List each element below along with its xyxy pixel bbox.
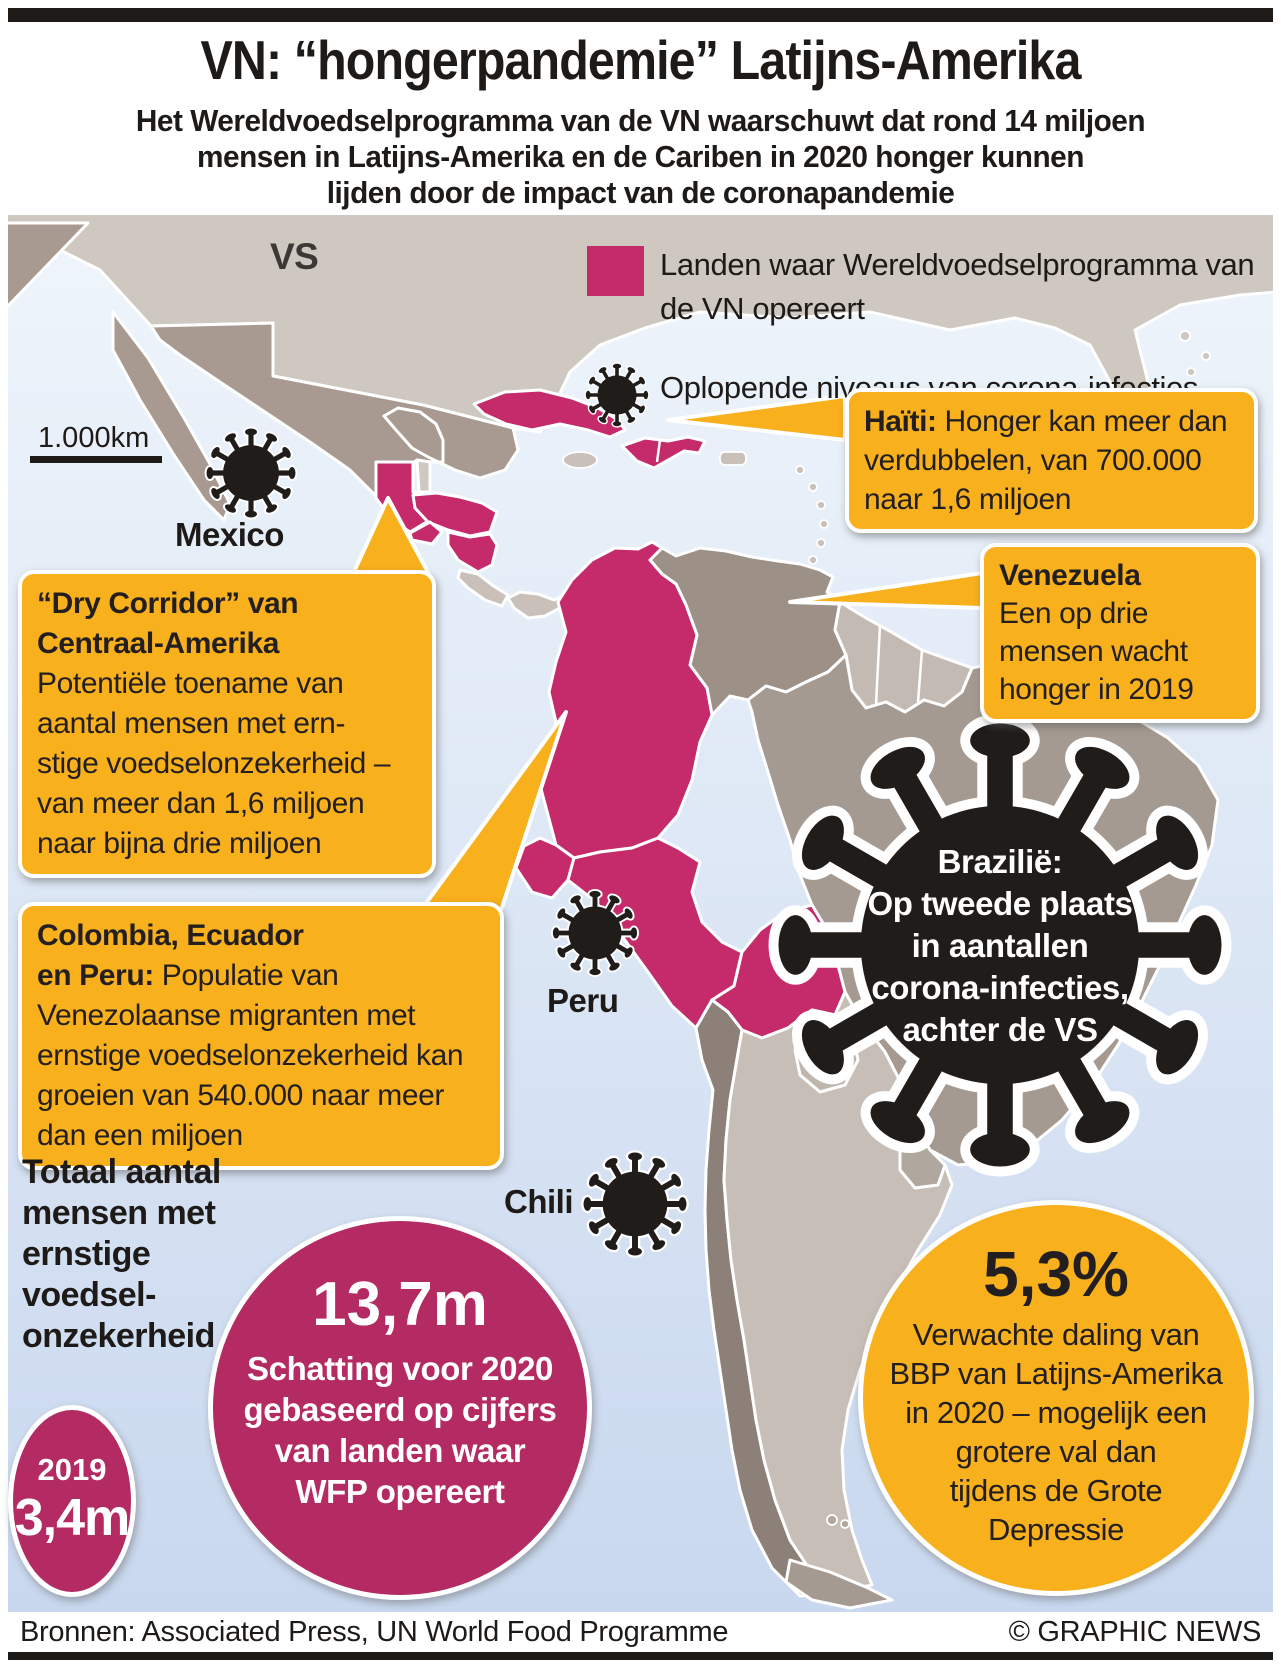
subtitle-line: lijden door de impact van de coronapande…	[326, 175, 955, 210]
country-cuba	[472, 388, 627, 439]
scale-bar	[30, 456, 162, 463]
sources-text: Bronnen: Associated Press, UN World Food…	[20, 1616, 729, 1648]
brazil-line: Op tweede plaats	[867, 885, 1133, 922]
callout-venezuela-text: Een op drie mensen wacht honger in 2019	[999, 597, 1194, 706]
stat-circle-2020: 13,7m Schatting voor 2020 gebaseerd op c…	[208, 1216, 592, 1600]
island	[1179, 330, 1191, 342]
callout-haiti-text: Honger kan meer dan verdubbelen, van 700…	[864, 405, 1228, 516]
page-title: VN: “hongerpandemie” Latijns-Amerika	[200, 29, 1081, 91]
country-honduras	[411, 491, 499, 538]
stat-circle-gdp: 5,3% Verwachte daling van BBP van Latijn…	[858, 1200, 1254, 1596]
callout-venezuela-title: Venezuela	[999, 559, 1141, 592]
island	[808, 482, 818, 492]
brazil-virus-caption: Brazilië: Op tweede plaats in aantallen …	[830, 841, 1170, 1051]
baja-peninsula	[111, 310, 232, 522]
callout-dry-title: Centraal-Amerika	[37, 627, 280, 660]
island-hispaniola	[620, 435, 707, 470]
stat-circle-2019: 2019 3,4m	[8, 1405, 136, 1597]
subtitle-line: Het Wereldvoedselprogramma van de VN waa…	[135, 103, 1146, 138]
callout-haiti: Haïti: Honger kan meer dan verdubbelen, …	[845, 388, 1258, 533]
haiti-dr-border	[655, 439, 662, 463]
stat-2019-value: 3,4m	[14, 1489, 131, 1547]
island	[816, 538, 826, 548]
callout-colombia-text: Populatie van Venezolaanse migranten met…	[37, 959, 464, 1152]
country-colombia	[538, 540, 714, 860]
label-us: VS	[270, 236, 319, 277]
brazil-line: Brazilië:	[937, 843, 1063, 880]
callout-dry-corridor: “Dry Corridor” van Centraal-Amerika Pote…	[18, 570, 436, 878]
label-mexico: Mexico	[175, 516, 284, 553]
island-puerto-rico	[719, 451, 747, 466]
island-falklands	[840, 1519, 850, 1529]
callout-dry-line: stige voedselonzekerheid –	[37, 747, 391, 780]
total-insecurity-label: Totaal aantal mensen met ernstige voedse…	[22, 1153, 221, 1355]
country-nicaragua	[446, 530, 499, 574]
island	[1186, 367, 1196, 377]
page-subtitle: Het Wereldvoedselprogramma van de VN waa…	[26, 103, 1256, 211]
brazil-line: corona-infecties,	[871, 969, 1129, 1006]
callout-colombia-title: Colombia, Ecuador	[37, 919, 304, 952]
country-belize	[415, 458, 432, 494]
scale-label: 1.000km	[38, 422, 150, 454]
island	[1201, 351, 1211, 361]
stat-2020-value: 13,7m	[312, 1270, 488, 1339]
top-rule	[8, 8, 1273, 22]
island-falklands	[826, 1514, 838, 1526]
country-mexico	[149, 321, 520, 499]
callout-dry-title: “Dry Corridor” van	[37, 587, 299, 620]
credit-text: © GRAPHIC NEWS	[1008, 1616, 1262, 1648]
coast-wedge	[8, 221, 90, 309]
legend-wfp-swatch	[587, 246, 644, 296]
island	[816, 500, 826, 510]
subtitle-line: mensen in Latijns-Amerika en de Cariben …	[197, 139, 1084, 174]
island	[808, 555, 818, 565]
stat-gdp-value: 5,3%	[983, 1238, 1129, 1310]
island	[795, 465, 805, 475]
stat-gdp-caption: Verwachte daling van BBP van Latijns-Ame…	[889, 1317, 1223, 1547]
callout-dry-line: van meer dan 1,6 miljoen	[37, 787, 365, 820]
callout-haiti-title: Haïti:	[864, 405, 937, 438]
callout-colombia: Colombia, Ecuador en Peru: Populatie van…	[18, 902, 504, 1170]
legend-wfp-label: Landen waar Wereldvoedselprogramma van d…	[660, 247, 1255, 326]
label-chile: Chili	[504, 1183, 574, 1220]
label-peru: Peru	[547, 982, 619, 1019]
brazil-line: achter de VS	[902, 1011, 1098, 1048]
callout-colombia-title2: en Peru:	[37, 959, 154, 992]
callout-venezuela: Venezuela Een op drie mensen wacht honge…	[980, 543, 1260, 723]
brazil-line: in aantallen	[911, 927, 1089, 964]
callout-dry-line: Potentiële toename van	[37, 667, 344, 700]
callout-dry-line: aantal mensen met ern-	[37, 707, 346, 740]
island	[819, 519, 829, 529]
tierra-del-fuego	[784, 1558, 894, 1610]
bottom-rule	[8, 1652, 1273, 1660]
stat-2020-caption: Schatting voor 2020 gebaseerd op cijfers…	[243, 1350, 557, 1510]
island-jamaica	[562, 451, 598, 469]
country-costa-rica	[456, 568, 510, 608]
stat-2019-year: 2019	[37, 1452, 107, 1487]
callout-dry-line: naar bijna drie miljoen	[37, 827, 322, 860]
